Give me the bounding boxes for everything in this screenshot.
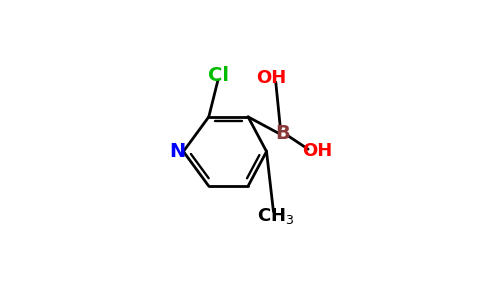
Text: B: B (275, 124, 290, 142)
Text: CH$_3$: CH$_3$ (257, 206, 294, 226)
Text: N: N (169, 142, 185, 161)
Text: OH: OH (256, 69, 286, 87)
Text: Cl: Cl (208, 66, 228, 85)
Text: OH: OH (302, 142, 333, 160)
